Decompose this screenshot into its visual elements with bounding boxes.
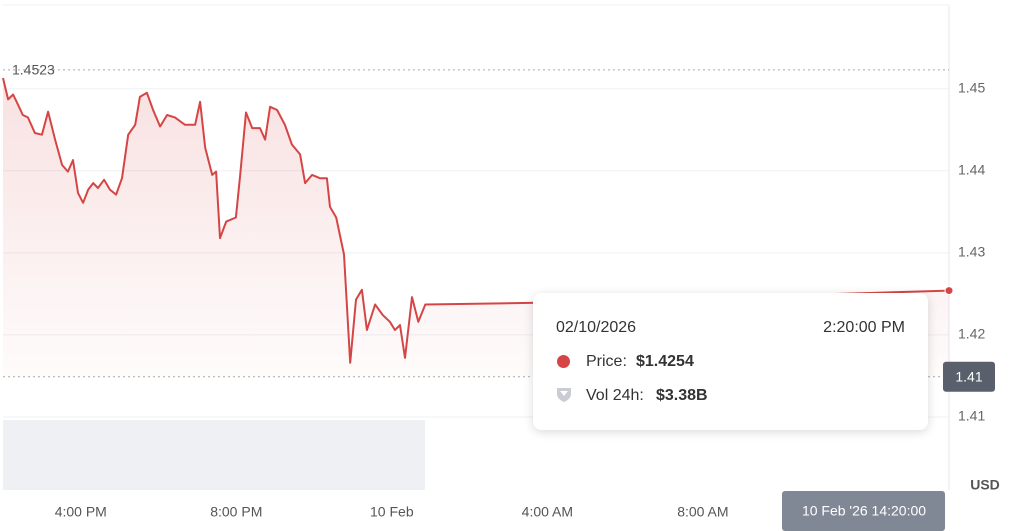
x-tick-label: 8:00 AM [677,504,728,520]
low-label: 1.41 [955,368,982,384]
y-unit: USD [970,477,1000,493]
vol-icon [557,388,571,402]
volume-area [3,420,425,490]
y-tick-label: 1.41 [958,408,985,424]
y-tick-label: 1.44 [958,161,985,177]
tooltip: 02/10/2026 2:20:00 PM Price: $1.4254 Vol… [533,293,928,430]
x-tick-label: 8:00 PM [210,504,262,520]
x-tick-label: 10 Feb [370,504,414,520]
price-label: Price: [586,353,627,370]
last-point [944,286,954,296]
vol-label: Vol 24h: [586,387,644,404]
x-tick-label: 4:00 PM [55,504,107,520]
tooltip-date: 02/10/2026 [556,319,637,336]
x-tick-label: 4:00 AM [522,504,573,520]
vol-value: $3.38B [656,387,708,404]
y-tick-label: 1.45 [958,79,985,95]
crosshair-box [782,491,945,531]
low-box [943,361,995,392]
y-tick-label: 1.43 [958,244,985,260]
price-dot [557,355,570,368]
high-label: 1.4523 [12,62,55,78]
price-value: $1.4254 [636,353,694,370]
price-line [2,77,950,364]
y-tick-label: 1.42 [958,326,985,342]
tooltip-time: 2:20:00 PM [823,319,905,336]
crosshair-label: 10 Feb '26 14:20:00 [802,503,926,519]
